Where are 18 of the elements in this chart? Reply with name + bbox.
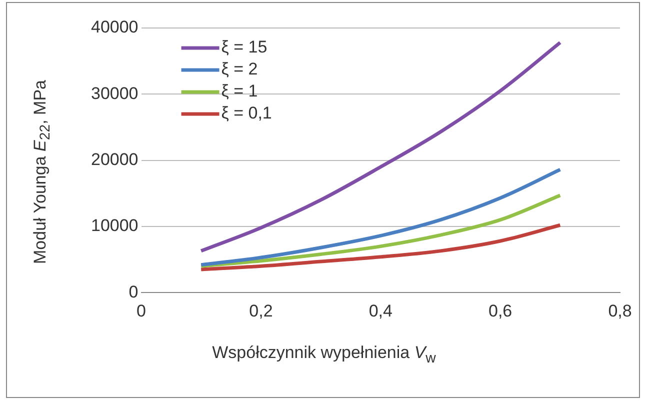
line-series <box>199 168 562 267</box>
legend-label: ξ = 15 <box>221 38 268 57</box>
y-tick-label: 30000 <box>90 84 138 103</box>
y-tick-label: 20000 <box>90 150 138 169</box>
legend-label: ξ = 1 <box>221 82 258 101</box>
line-series <box>199 223 562 272</box>
line-series <box>199 40 562 253</box>
y-tick-label: 0 <box>128 282 138 302</box>
y-tick-label: 40000 <box>90 18 138 37</box>
x-axis-title: Współczynnik wypełnienia V$_{w}$ <box>211 343 437 366</box>
x-tick-label: 0,2 <box>249 301 273 320</box>
x-tick-label: 0,6 <box>488 301 512 320</box>
legend-label: ξ = 2 <box>221 60 258 79</box>
legend-label: ξ = 0,1 <box>221 104 272 123</box>
line-series <box>199 194 562 268</box>
x-tick-label: 0,8 <box>608 301 632 320</box>
x-tick-label: 0,4 <box>368 301 392 320</box>
y-tick-label: 10000 <box>90 216 138 236</box>
